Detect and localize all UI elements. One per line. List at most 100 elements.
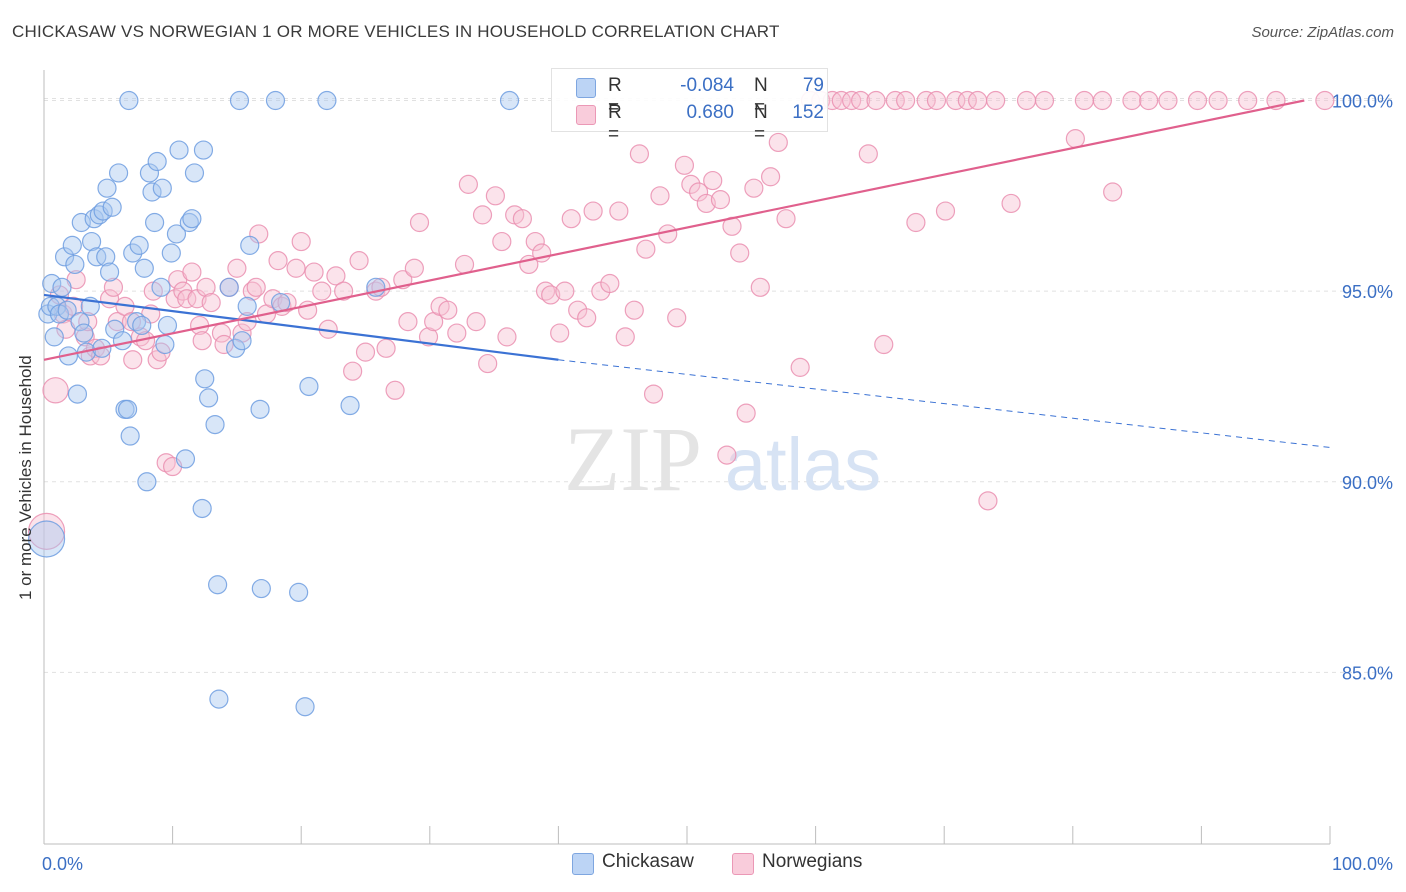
- norwegian-point: [458, 174, 478, 194]
- y-tick-label: 95.0%: [1342, 282, 1393, 302]
- norwegian-point: [681, 174, 701, 194]
- norwegian-point: [561, 209, 581, 229]
- chickasaw-point: [157, 315, 178, 336]
- chickasaw-points: [27, 90, 520, 717]
- legend-n-label: N =: [754, 75, 768, 118]
- chickasaw-point: [195, 369, 215, 389]
- chickasaw-point: [42, 273, 62, 294]
- tick-labels: 85.0% 90.0% 95.0% 100.0% 0.0% 100.0%: [42, 92, 1393, 874]
- norwegian-point: [42, 377, 69, 404]
- norwegian-point: [717, 445, 737, 465]
- norwegian-point: [906, 212, 926, 233]
- norwegian-point: [1074, 90, 1094, 111]
- watermark-zip: ZIP: [564, 408, 702, 510]
- norwegian-point: [609, 201, 629, 221]
- norwegian-point: [831, 90, 851, 111]
- norwegian-point: [121, 312, 142, 332]
- chart-source: Source: ZipAtlas.com: [1251, 24, 1394, 41]
- norwegian-point: [376, 338, 396, 358]
- chickasaw-point: [117, 399, 138, 419]
- chickasaw-point: [499, 90, 520, 111]
- norwegian-point: [192, 331, 212, 351]
- norwegian-trend-line: [43, 99, 1305, 361]
- legend-label-norwegians: Norwegians: [762, 851, 863, 872]
- chickasaw-point: [199, 388, 219, 408]
- legend-r-label: R =: [608, 102, 622, 145]
- chickasaw-point: [97, 178, 117, 198]
- norwegian-point: [744, 178, 764, 198]
- norwegian-point: [555, 281, 575, 301]
- norwegian-point: [730, 243, 750, 263]
- norwegian-point: [1139, 90, 1159, 111]
- norwegian-point: [896, 90, 916, 111]
- norwegian-point: [196, 277, 216, 297]
- norwegian-point: [600, 273, 620, 294]
- chickasaw-point: [99, 262, 120, 282]
- chickasaw-point: [340, 395, 360, 416]
- legend-n-value: 79: [802, 75, 824, 96]
- norwegian-point: [466, 312, 486, 332]
- chickasaw-point: [44, 327, 64, 347]
- chickasaw-point: [182, 209, 202, 229]
- norwegian-point: [418, 327, 439, 347]
- chickasaw-point: [137, 472, 157, 492]
- norwegian-point: [268, 251, 288, 271]
- axes: [43, 70, 1331, 845]
- norwegian-point: [615, 327, 635, 347]
- norwegian-point: [349, 251, 369, 271]
- norwegian-point: [291, 231, 311, 252]
- chickasaw-point: [52, 277, 72, 297]
- y-tick-label: 90.0%: [1342, 473, 1393, 493]
- norwegian-point: [182, 262, 202, 282]
- chickasaw-point: [317, 90, 337, 111]
- chickasaw-point: [208, 575, 228, 595]
- norwegian-point: [454, 254, 475, 275]
- chickasaw-point: [105, 319, 125, 339]
- norwegian-point: [629, 144, 650, 164]
- norwegian-point: [478, 353, 498, 374]
- chickasaw-point: [226, 338, 246, 358]
- norwegian-point: [1158, 90, 1178, 111]
- norwegian-point: [624, 300, 644, 320]
- norwegian-point: [1092, 90, 1112, 111]
- norwegian-point: [858, 144, 878, 164]
- norwegian-point: [978, 491, 998, 511]
- norwegian-point: [165, 289, 185, 309]
- legend-r-value: 0.680: [686, 102, 734, 123]
- norwegian-point: [550, 323, 570, 343]
- chickasaw-point: [192, 498, 212, 519]
- norwegian-point: [916, 90, 936, 111]
- chickasaw-point: [166, 224, 187, 244]
- norwegian-point: [667, 308, 687, 328]
- chickasaw-point: [299, 376, 319, 397]
- chickasaw-point: [219, 277, 239, 297]
- norwegian-point: [935, 201, 956, 221]
- norwegian-point: [312, 281, 332, 301]
- chickasaw-point: [139, 163, 160, 183]
- norwegian-point: [497, 327, 517, 347]
- norwegian-point: [343, 361, 363, 381]
- norwegian-point: [201, 292, 221, 313]
- x-tick-label: 0.0%: [42, 854, 83, 874]
- norwegian-point: [492, 231, 512, 252]
- norwegian-point: [242, 281, 262, 301]
- chickasaw-point: [119, 90, 139, 111]
- norwegian-point: [696, 193, 716, 214]
- norwegian-point: [525, 231, 545, 252]
- chickasaw-point: [169, 140, 189, 160]
- norwegian-point: [334, 281, 354, 301]
- chickasaw-swatch: [572, 853, 594, 875]
- norwegian-point: [326, 266, 346, 286]
- norwegian-point: [768, 132, 788, 153]
- chickasaw-point: [112, 331, 133, 351]
- norwegian-point: [790, 357, 810, 377]
- norwegian-point: [986, 90, 1006, 111]
- norwegian-point: [398, 312, 418, 332]
- chickasaw-point: [134, 258, 154, 278]
- chickasaw-point: [237, 296, 257, 316]
- norwegian-point: [1122, 90, 1142, 111]
- y-tick-label: 85.0%: [1342, 663, 1393, 683]
- norwegian-point: [246, 277, 266, 297]
- norwegian-point: [1001, 193, 1021, 214]
- chickasaw-point: [175, 449, 196, 469]
